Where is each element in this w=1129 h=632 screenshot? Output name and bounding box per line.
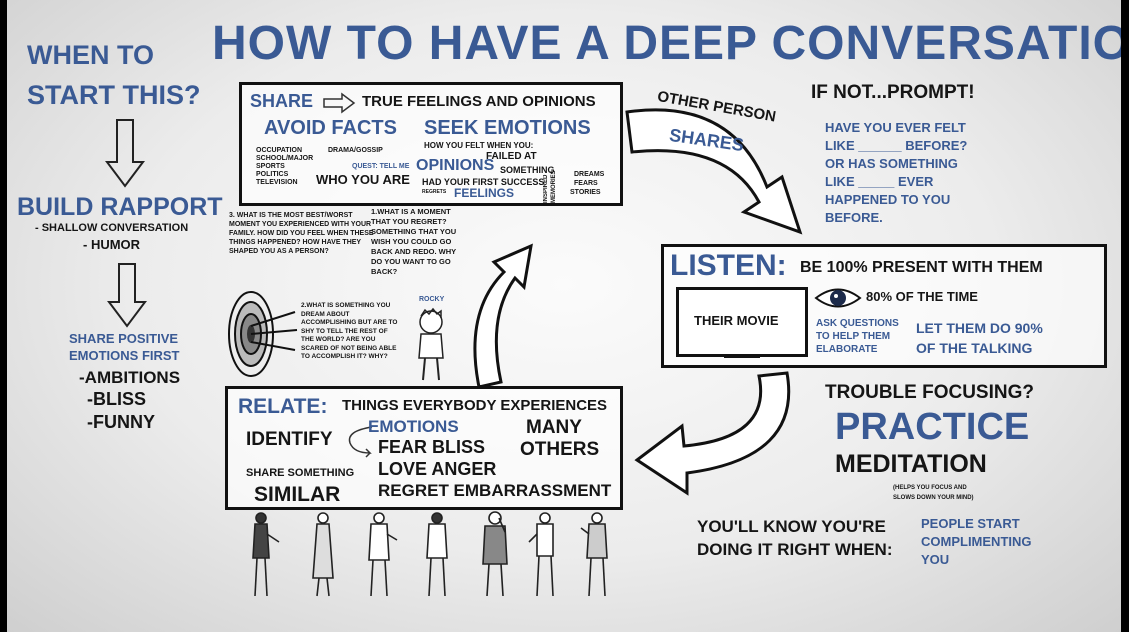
quest-label: QUEST: TELL ME	[352, 163, 410, 170]
prompt-line-2: LIKE ______ BEFORE?	[825, 138, 968, 153]
question-3-text: 3. WHAT IS THE MOST BEST/WORST MOMENT YO…	[229, 212, 374, 255]
people-group-illustration	[252, 511, 608, 597]
prompt-line-1: HAVE YOU EVER FELT	[825, 120, 966, 135]
youll-know-line-1: YOU'LL KNOW YOU'RE	[697, 517, 886, 536]
prompt-line-4: LIKE _____ EVER	[825, 174, 934, 189]
start-this-label: START THIS?	[27, 80, 201, 110]
seek-emotions-label: SEEK EMOTIONS	[424, 117, 591, 139]
things-everybody-label: THINGS EVERYBODY EXPERIENCES	[342, 397, 608, 414]
when-to-label: WHEN TO	[27, 40, 154, 70]
tv-screen	[676, 287, 808, 357]
how-felt-label: HOW YOU FELT WHEN YOU:	[424, 141, 534, 150]
youll-know-line-2: DOING IT RIGHT WHEN:	[697, 540, 893, 559]
people-start-line-1: PEOPLE START	[921, 516, 1020, 531]
curved-down-arrow-icon	[625, 108, 803, 235]
share-something-label: SHARE SOMETHING	[246, 467, 355, 479]
regrets-label: REGRETS	[422, 189, 447, 195]
question-1-text: 1.WHAT IS A MOMENT THAT YOU REGRET? SOME…	[371, 207, 457, 276]
regret-embarrassment-label: REGRET EMBARRASSMENT	[378, 481, 612, 500]
be-present-label: BE 100% PRESENT WITH THEM	[800, 259, 1043, 276]
eighty-percent-label: 80% OF THE TIME	[866, 289, 978, 304]
opinions-label: OPINIONS	[416, 157, 495, 174]
fear-bliss-label: FEAR BLISS	[378, 437, 486, 457]
emotions-label: EMOTIONS	[368, 417, 459, 436]
feelings-label: FEELINGS	[454, 186, 515, 200]
page-title: HOW TO HAVE A DEEP CONVERSATION	[212, 17, 1121, 70]
helps-line-2: SLOWS DOWN YOUR MIND)	[893, 495, 974, 501]
listen-label: LISTEN:	[670, 249, 787, 282]
ambitions-label: -AMBITIONS	[79, 368, 181, 387]
funny-label: -FUNNY	[87, 412, 155, 432]
others-label: OTHERS	[520, 439, 600, 460]
down-arrow-icon	[107, 263, 147, 328]
let-them-line-1: LET THEM DO 90%	[916, 320, 1043, 336]
let-them-line-2: OF THE TALKING	[916, 340, 1033, 356]
prompt-line-6: BEFORE.	[825, 210, 883, 225]
tv-stand	[724, 354, 760, 358]
listen-box: LISTEN: BE 100% PRESENT WITH THEM THEIR …	[661, 244, 1107, 368]
school-label: SCHOOL/MAJOR	[256, 155, 314, 162]
curved-connector-icon	[348, 426, 373, 458]
many-label: MANY	[526, 417, 582, 438]
failed-label: FAILED AT	[486, 151, 537, 162]
television-label: TELEVISION	[256, 179, 298, 186]
curved-up-arrow-icon	[473, 243, 533, 389]
politics-label: POLITICS	[256, 171, 289, 178]
fears-label: FEARS	[574, 180, 598, 187]
avoid-facts-label: AVOID FACTS	[264, 117, 397, 139]
eye-icon	[814, 288, 862, 308]
relate-label: RELATE:	[238, 395, 328, 418]
identify-label: IDENTIFY	[246, 429, 333, 450]
humor-label: - HUMOR	[83, 237, 141, 252]
dreams-label: DREAMS	[574, 171, 605, 178]
love-anger-label: LOVE ANGER	[378, 459, 497, 479]
ask-questions-line-2: TO HELP THEM	[816, 331, 891, 342]
right-arrow-icon	[323, 92, 356, 114]
drama-label: DRAMA/GOSSIP	[328, 147, 383, 154]
relate-box: RELATE: THINGS EVERYBODY EXPERIENCES IDE…	[225, 386, 623, 510]
stories-label: STORIES	[570, 189, 601, 196]
prompt-line-3: OR HAS SOMETHING	[825, 156, 958, 171]
share-positive-label: SHARE POSITIVE	[69, 331, 179, 346]
similar-label: SIMILAR	[254, 483, 341, 506]
share-label: SHARE	[250, 91, 314, 111]
had-first-label: HAD YOUR FIRST SUCCESS	[422, 177, 545, 187]
ask-questions-line-1: ASK QUESTIONS	[816, 318, 899, 329]
meditation-label: MEDITATION	[835, 450, 987, 478]
something-label: SOMETHING	[500, 165, 555, 175]
occupation-label: OCCUPATION	[256, 147, 303, 154]
sports-label: SPORTS	[256, 163, 285, 170]
true-feelings-label: TRUE FEELINGS AND OPINIONS	[362, 93, 596, 110]
rocky-label: ROCKY	[419, 296, 445, 303]
helps-line-1: (HELPS YOU FOCUS AND	[893, 485, 967, 491]
dartboard-icon	[228, 291, 298, 377]
people-start-line-3: YOU	[921, 552, 950, 567]
their-movie-label: THEIR MOVIE	[694, 313, 779, 328]
who-you-are-label: WHO YOU ARE	[316, 172, 410, 187]
emotions-first-label: EMOTIONS FIRST	[69, 348, 180, 363]
share-box: SHARE TRUE FEELINGS AND OPINIONS AVOID F…	[239, 82, 623, 206]
shallow-conversation-label: - SHALLOW CONVERSATION	[35, 222, 189, 234]
trouble-focusing-label: TROUBLE FOCUSING?	[825, 382, 1034, 403]
build-rapport-label: BUILD RAPPORT	[17, 193, 223, 221]
inspired-label: INSPIRED MEMORIES	[543, 170, 557, 203]
whiteboard-canvas: HOW TO HAVE A DEEP CONVERSATION WHEN TO …	[7, 0, 1121, 632]
if-not-prompt-label: IF NOT...PROMPT!	[811, 82, 975, 103]
down-arrow-icon	[105, 119, 145, 188]
prompt-line-5: HAPPENED TO YOU	[825, 192, 951, 207]
curved-return-arrow-icon	[634, 371, 791, 496]
question-2-text: 2.WHAT IS SOMETHING YOU DREAM ABOUT ACCO…	[301, 302, 398, 360]
bliss-label: -BLISS	[87, 389, 147, 409]
rocky-figure-icon	[418, 307, 444, 381]
people-start-line-2: COMPLIMENTING	[921, 534, 1032, 549]
practice-label: PRACTICE	[835, 406, 1030, 448]
ask-questions-line-3: ELABORATE	[816, 344, 878, 355]
